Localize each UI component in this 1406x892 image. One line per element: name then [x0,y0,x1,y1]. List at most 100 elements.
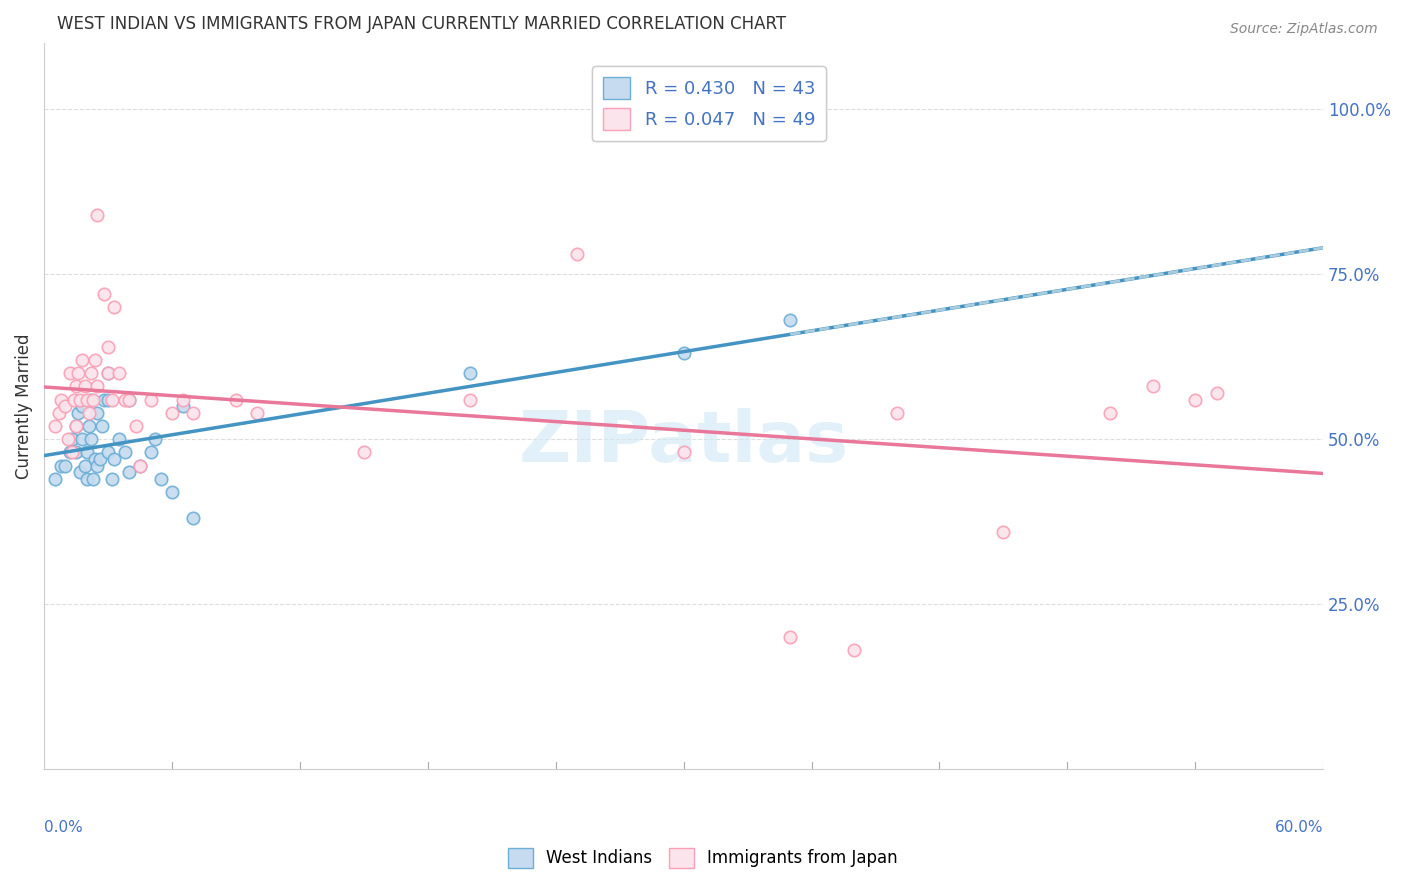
Point [160,406,183,420]
Point [246,406,269,420]
Point [97,445,120,459]
Point [139,392,162,407]
Point [72,399,94,413]
Point [73,458,96,473]
Point [76,472,98,486]
Point [63,392,86,407]
Point [90,418,112,433]
Point [65,445,87,459]
Point [460,366,482,380]
Point [55,399,77,413]
Point [72,432,94,446]
Point [73,379,96,393]
Point [97,392,120,407]
Point [779,313,801,327]
Point [993,524,1015,539]
Point [56,432,79,446]
Point [353,445,375,459]
Point [1205,385,1227,400]
Text: ZIPatlas: ZIPatlas [519,408,849,477]
Point [103,300,125,314]
Point [65,418,87,433]
Y-axis label: Currently Married: Currently Married [15,334,32,479]
Point [101,472,124,486]
Point [886,406,908,420]
Point [76,392,98,407]
Point [114,392,136,407]
Point [150,472,173,486]
Point [93,392,115,407]
Point [225,392,247,407]
Point [44,472,66,486]
Point [672,346,695,360]
Point [125,418,148,433]
Point [59,366,82,380]
Point [172,399,194,413]
Point [80,366,103,380]
Point [84,452,107,467]
Point [183,511,205,525]
Point [107,366,129,380]
Legend: West Indians, Immigrants from Japan: West Indians, Immigrants from Japan [502,841,904,875]
Point [65,418,87,433]
Point [143,432,166,446]
Point [565,247,588,261]
Point [93,286,115,301]
Text: Source: ZipAtlas.com: Source: ZipAtlas.com [1230,22,1378,37]
Point [160,485,183,500]
Point [72,352,94,367]
Point [59,445,82,459]
Point [129,458,152,473]
Point [97,366,120,380]
Legend: R = 0.430   N = 43, R = 0.047   N = 49: R = 0.430 N = 43, R = 0.047 N = 49 [592,66,827,141]
Point [55,458,77,473]
Point [172,392,194,407]
Text: 0.0%: 0.0% [44,820,83,835]
Text: WEST INDIAN VS IMMIGRANTS FROM JAPAN CURRENTLY MARRIED CORRELATION CHART: WEST INDIAN VS IMMIGRANTS FROM JAPAN CUR… [56,15,786,33]
Point [67,366,90,380]
Point [76,445,98,459]
Point [51,458,73,473]
Point [86,458,108,473]
Point [97,366,120,380]
Point [844,643,866,657]
Point [82,392,104,407]
Point [1184,392,1206,407]
Point [1142,379,1164,393]
Point [69,392,91,407]
Point [89,452,111,467]
Point [48,406,70,420]
Point [460,392,482,407]
Point [97,340,120,354]
Point [80,392,103,407]
Point [1098,406,1121,420]
Point [139,445,162,459]
Point [118,465,141,479]
Point [60,445,83,459]
Point [86,208,108,222]
Point [44,418,66,433]
Point [67,406,90,420]
Point [114,445,136,459]
Point [672,445,695,459]
Point [65,379,87,393]
Point [51,392,73,407]
Text: 60.0%: 60.0% [1275,820,1323,835]
Point [779,630,801,644]
Point [86,406,108,420]
Point [129,458,152,473]
Point [107,432,129,446]
Point [101,392,124,407]
Point [86,379,108,393]
Point [183,406,205,420]
Point [69,465,91,479]
Point [118,392,141,407]
Point [103,452,125,467]
Point [77,418,100,433]
Point [118,392,141,407]
Point [84,352,107,367]
Point [82,472,104,486]
Point [77,406,100,420]
Point [80,432,103,446]
Point [60,432,83,446]
